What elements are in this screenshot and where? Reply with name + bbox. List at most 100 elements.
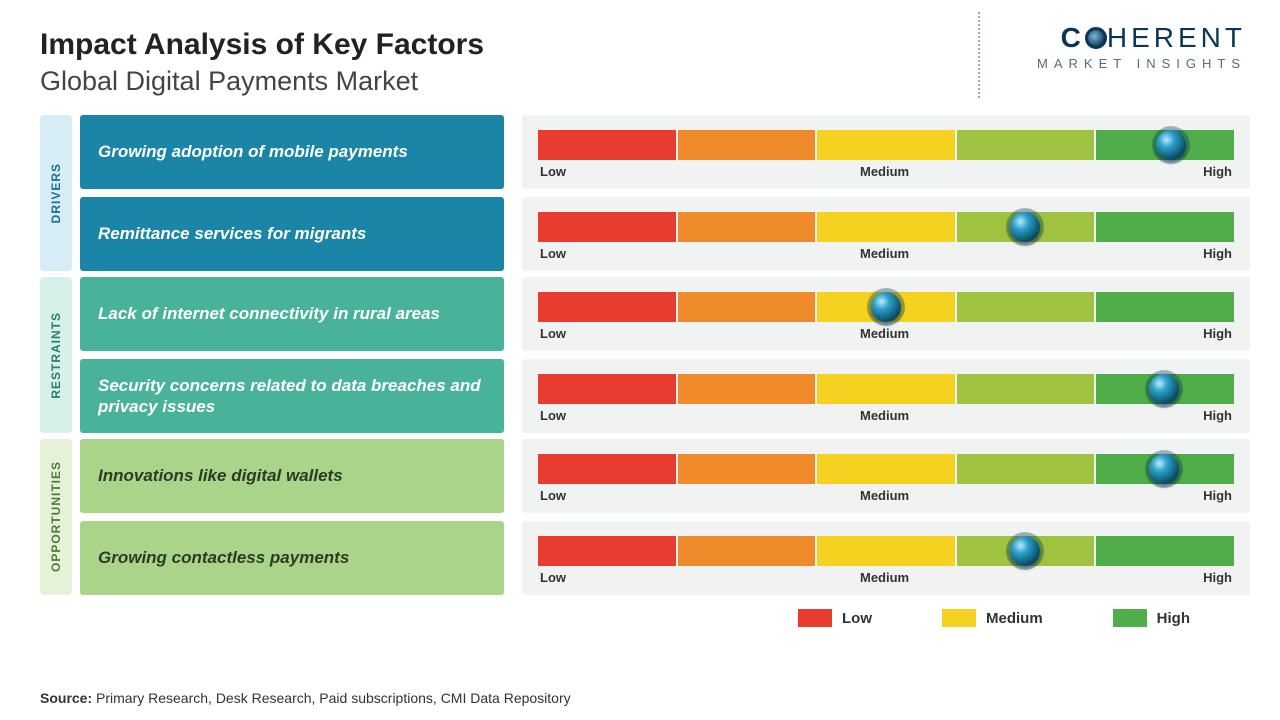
- gauge-track: [538, 212, 1234, 242]
- gauge-segment: [538, 536, 676, 566]
- gauge-segment: [538, 454, 676, 484]
- gauge-scale-label-low: Low: [540, 408, 566, 423]
- gauge-scale-label-medium: Medium: [860, 326, 909, 341]
- legend-item: Low: [798, 609, 872, 627]
- gauge-marker: [1156, 130, 1186, 160]
- gauge-scale-label-medium: Medium: [860, 246, 909, 261]
- page-title: Impact Analysis of Key Factors: [40, 28, 484, 62]
- group-tab-drivers: DRIVERS: [40, 115, 72, 271]
- gauge-segment: [957, 454, 1095, 484]
- group-tab-label: RESTRAINTS: [49, 312, 63, 399]
- source-line: Source: Primary Research, Desk Research,…: [40, 690, 571, 706]
- gauge-segment: [678, 212, 816, 242]
- legend-item: Medium: [942, 609, 1043, 627]
- gauge-marker: [1149, 374, 1179, 404]
- group-tab-opportunities: OPPORTUNITIES: [40, 439, 72, 595]
- page-subtitle: Global Digital Payments Market: [40, 66, 484, 97]
- gauge-scale-label-high: High: [1203, 246, 1232, 261]
- factor-label: Growing contactless payments: [80, 521, 504, 595]
- logo-line1: CHERENT: [1037, 22, 1246, 54]
- gauge-segment: [957, 374, 1095, 404]
- gauge-segment: [678, 130, 816, 160]
- group-rows: Growing adoption of mobile payments Low Me…: [80, 115, 1250, 271]
- header-divider: [978, 12, 980, 98]
- legend-swatch: [942, 609, 976, 627]
- page-root: Impact Analysis of Key Factors Global Di…: [0, 0, 1280, 720]
- gauge-scale-label-high: High: [1203, 570, 1232, 585]
- gauge-scale-label-medium: Medium: [860, 488, 909, 503]
- gauge-segment: [957, 130, 1095, 160]
- gauge-marker: [871, 292, 901, 322]
- gauge-segment: [538, 212, 676, 242]
- gauge-track: [538, 130, 1234, 160]
- gauge-scale-label-low: Low: [540, 164, 566, 179]
- factor-label: Innovations like digital wallets: [80, 439, 504, 513]
- gauge-segment: [678, 454, 816, 484]
- group-rows: Innovations like digital wallets Low Mediu…: [80, 439, 1250, 595]
- gauge-segment: [1096, 212, 1234, 242]
- gauge-segment: [1096, 292, 1234, 322]
- gauge-segment: [538, 374, 676, 404]
- gauge-scale-label-low: Low: [540, 326, 566, 341]
- gauge-scale-label-high: High: [1203, 164, 1232, 179]
- legend-label: High: [1157, 610, 1190, 627]
- gauge-segment: [957, 292, 1095, 322]
- chart-body: DRIVERS Growing adoption of mobile paymen…: [40, 115, 1250, 595]
- group-opportunities: OPPORTUNITIES Innovations like digital wa…: [40, 439, 1250, 595]
- group-drivers: DRIVERS Growing adoption of mobile paymen…: [40, 115, 1250, 271]
- legend-swatch: [1113, 609, 1147, 627]
- factor-label: Growing adoption of mobile payments: [80, 115, 504, 189]
- impact-gauge: Low Medium High: [522, 439, 1250, 513]
- group-tab-label: OPPORTUNITIES: [49, 461, 63, 572]
- gauge-scale-label-high: High: [1203, 326, 1232, 341]
- group-restraints: RESTRAINTS Lack of internet connectivity …: [40, 277, 1250, 433]
- gauge-track: [538, 454, 1234, 484]
- gauge-segment: [678, 374, 816, 404]
- title-block: Impact Analysis of Key Factors Global Di…: [40, 22, 484, 97]
- logo-globe-icon: [1085, 27, 1107, 49]
- factor-label: Security concerns related to data breach…: [80, 359, 504, 433]
- factor-row: Growing contactless paymentsLowMediumHig…: [80, 521, 1250, 595]
- gauge-track: [538, 292, 1234, 322]
- gauge-marker: [1149, 454, 1179, 484]
- gauge-scale-label-low: Low: [540, 488, 566, 503]
- gauge-track: [538, 374, 1234, 404]
- factor-row: Lack of internet connectivity in rural a…: [80, 277, 1250, 351]
- gauge-segment: [678, 292, 816, 322]
- factor-label: Remittance services for migrants: [80, 197, 504, 271]
- impact-gauge: Low Medium High: [522, 115, 1250, 189]
- gauge-segment: [817, 454, 955, 484]
- gauge-scale-labels: LowMediumHigh: [538, 408, 1234, 423]
- brand-logo: CHERENT MARKET INSIGHTS: [1037, 22, 1250, 71]
- factor-label: Lack of internet connectivity in rural a…: [80, 277, 504, 351]
- gauge-segment: [538, 292, 676, 322]
- gauge-segment: [538, 130, 676, 160]
- gauge-scale-label-low: Low: [540, 246, 566, 261]
- group-tab-label: DRIVERS: [49, 163, 63, 223]
- gauge-scale-label-medium: Medium: [860, 164, 909, 179]
- impact-gauge: LowMediumHigh: [522, 359, 1250, 433]
- gauge-marker: [1010, 536, 1040, 566]
- impact-gauge: Low Medium High: [522, 197, 1250, 271]
- gauge-segment: [817, 212, 955, 242]
- legend-item: High: [1113, 609, 1190, 627]
- impact-gauge: Low Medium High: [522, 277, 1250, 351]
- legend-label: Medium: [986, 610, 1043, 627]
- gauge-segment: [817, 536, 955, 566]
- gauge-segment: [678, 536, 816, 566]
- factor-row: Innovations like digital wallets Low Mediu…: [80, 439, 1250, 513]
- legend-label: Low: [842, 610, 872, 627]
- gauge-scale-label-medium: Medium: [860, 570, 909, 585]
- gauge-scale-labels: Low Medium High: [538, 246, 1234, 261]
- gauge-segment: [1096, 536, 1234, 566]
- logo-line2: MARKET INSIGHTS: [1037, 56, 1246, 71]
- gauge-scale-label-high: High: [1203, 488, 1232, 503]
- gauge-track: [538, 536, 1234, 566]
- gauge-marker: [1010, 212, 1040, 242]
- factor-row: Security concerns related to data breach…: [80, 359, 1250, 433]
- legend-swatch: [798, 609, 832, 627]
- gauge-scale-labels: Low Medium High: [538, 326, 1234, 341]
- factor-row: Growing adoption of mobile payments Low Me…: [80, 115, 1250, 189]
- group-tab-restraints: RESTRAINTS: [40, 277, 72, 433]
- legend: Low Medium High: [40, 609, 1250, 627]
